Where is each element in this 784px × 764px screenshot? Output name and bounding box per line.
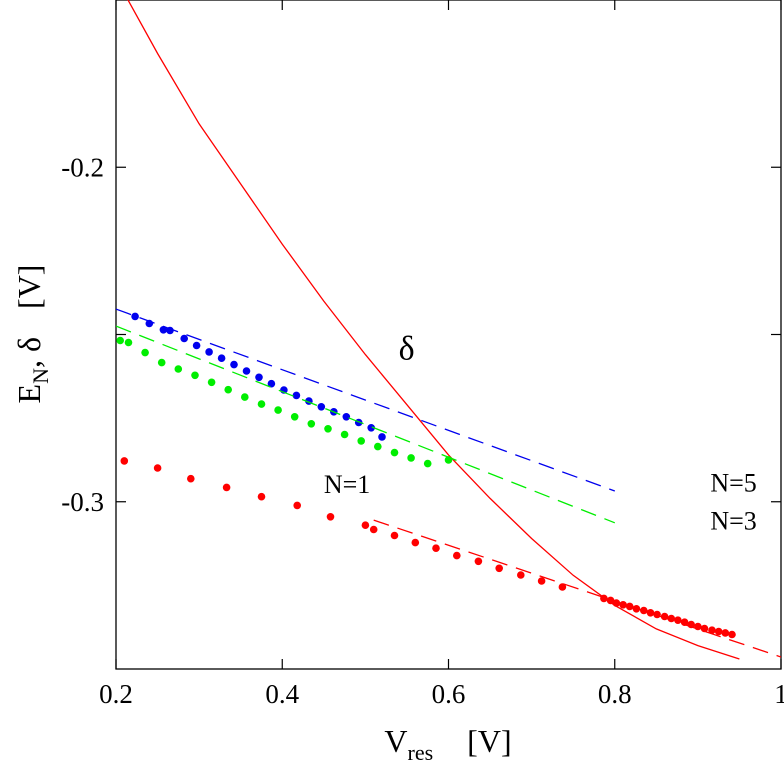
x-axis-label: Vres [V]	[384, 723, 511, 764]
n-5-dots-point	[367, 424, 376, 432]
n-5-dots-point	[180, 334, 188, 343]
n-1-dots-point	[517, 571, 525, 579]
n-3-dots-point	[423, 459, 432, 468]
n-1-dots-point	[187, 474, 195, 483]
n-1-dots-point	[600, 594, 608, 603]
n-3-dots-point	[307, 420, 316, 428]
n-5-dots-point	[378, 433, 386, 441]
n-5-dots-series	[131, 312, 386, 441]
n-1-dots-point	[474, 557, 483, 566]
n-1-dots-point	[708, 626, 716, 634]
n-3-fit-dashed-line	[116, 325, 616, 524]
n-3-dots-point	[340, 430, 349, 439]
n-1-dots-point	[120, 457, 129, 465]
label-n-1: N=1	[324, 470, 370, 499]
n-1-dots-point	[694, 622, 702, 631]
n-1-dots-point	[326, 513, 335, 521]
n-5-dots-point	[192, 341, 201, 350]
label-n-5: N=5	[710, 469, 756, 498]
n-5-fit-dashed-line	[116, 308, 616, 492]
n-1-dots-point	[625, 602, 634, 611]
x-label-unit: [V]	[467, 723, 511, 759]
y-tick-label: -0.2	[61, 152, 104, 182]
n-1-dots-point	[674, 616, 682, 624]
delta-line	[127, 0, 740, 660]
n-3-dots-point	[124, 338, 133, 347]
n-3-dots-point	[191, 371, 199, 380]
n-1-dots-point	[222, 483, 231, 492]
n-1-dots-point	[537, 577, 546, 585]
n-5-dots-point	[255, 373, 263, 382]
x-tick-label: 1	[774, 679, 784, 709]
label-n-3: N=3	[710, 507, 756, 536]
n-3-dots-point	[116, 336, 124, 345]
x-tick-label: 0.8	[598, 679, 632, 709]
n-1-dots-point	[361, 521, 370, 529]
n-5-dots-point	[131, 312, 139, 321]
n-1-fit-dashed-line	[373, 519, 781, 658]
n-1-dots-point	[257, 492, 266, 501]
x-label-main: V	[384, 723, 407, 759]
n-3-dots-point	[324, 425, 332, 433]
series-layer	[116, 0, 781, 660]
tick-layer: 0.2 0.4 0.6 0.8 1 -0.2 -0.3	[61, 0, 784, 709]
n-3-dots-point	[390, 448, 399, 457]
n-1-dots-point	[432, 544, 440, 552]
n-1-dots-point	[293, 501, 302, 510]
y-label-main: E	[11, 384, 47, 404]
n-5-dots-point	[205, 348, 213, 356]
plot-frame	[115, 0, 782, 670]
annotation-layer: δ N=1 N=5 N=3	[324, 331, 757, 536]
n-3-dots-point	[274, 406, 282, 414]
x-tick-label: 0.6	[432, 679, 466, 709]
n-5-dots-point	[242, 367, 251, 375]
n-1-dots-point	[721, 629, 730, 637]
n-3-dots-point	[241, 393, 249, 401]
y-axis-label: EN, δ [V]	[11, 265, 53, 404]
n-1-dots-point	[667, 614, 676, 623]
n-5-dots-point	[230, 360, 238, 369]
n-1-dots-point	[411, 538, 420, 547]
n-3-dots-series	[116, 336, 453, 468]
n-3-dots-point	[357, 437, 366, 445]
n-1-dots-point	[390, 531, 399, 540]
n-3-dots-point	[290, 413, 299, 421]
n-5-dots-point	[342, 413, 351, 421]
n-1-dots-point	[728, 630, 736, 639]
n-1-dots-point	[495, 564, 504, 573]
y-label-unit: [V]	[11, 265, 47, 309]
x-tick-label: 0.2	[99, 679, 133, 709]
n-3-dots-point	[224, 385, 232, 394]
y-label-sub: N	[28, 368, 53, 384]
n-3-dots-point	[141, 348, 149, 357]
n-1-dots-point	[153, 464, 162, 472]
n-5-dots-point	[217, 354, 226, 363]
n-3-dots-point	[157, 358, 166, 367]
n-3-dots-point	[174, 365, 183, 373]
y-label-rest: , δ	[11, 337, 47, 368]
n-3-dots-point	[257, 400, 266, 408]
n-1-dots-point	[700, 624, 709, 633]
n-1-dots-point	[653, 610, 661, 619]
n-5-dots-point	[317, 403, 326, 411]
n-3-dots-point	[374, 442, 382, 451]
n-1-dots-point	[369, 525, 378, 534]
n-5-dots-point	[267, 379, 276, 388]
delta-label: δ	[399, 331, 415, 368]
n-5-dots-point	[159, 326, 168, 334]
n-5-dots-point	[292, 391, 301, 400]
n-3-dots-point	[407, 454, 415, 462]
n-1-dots-point	[558, 583, 567, 591]
n-1-dots-point	[646, 609, 655, 617]
x-tick-label: 0.4	[265, 679, 299, 709]
n-1-dots-point	[453, 551, 461, 560]
y-tick-label: -0.3	[61, 487, 104, 517]
x-label-sub: res	[408, 740, 434, 764]
n-3-dots-point	[207, 378, 216, 387]
n-1-dots-point	[714, 627, 723, 636]
